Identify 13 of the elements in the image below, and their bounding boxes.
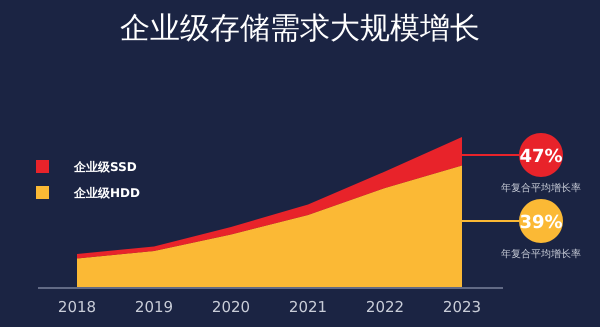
- text: 47%: [519, 146, 563, 167]
- x-tick-label: 2022: [366, 298, 404, 316]
- x-tick-label: 2021: [288, 298, 328, 316]
- x-tick-label: 2023: [442, 298, 482, 316]
- x-tick-label: 2019: [134, 298, 174, 316]
- chart-title: 企业级存储需求大规模增长: [120, 11, 480, 46]
- annotation: 年复合平均增长率: [501, 248, 581, 260]
- legend-label: 企业级SSD: [73, 160, 137, 174]
- x-tick-label: 2020: [212, 298, 250, 316]
- text: 39%: [519, 212, 563, 233]
- annotation: 年复合平均增长率: [501, 182, 581, 194]
- legend-label: 企业级HDD: [73, 186, 140, 200]
- x-tick-label: 2018: [58, 298, 96, 316]
